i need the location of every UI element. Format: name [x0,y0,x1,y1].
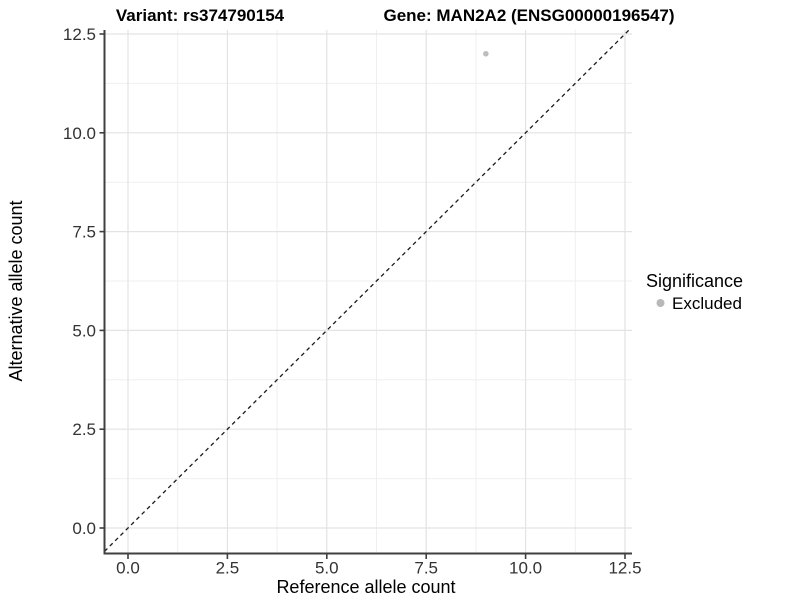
y-axis-label: Alternative allele count [6,200,26,381]
y-tick-label: 0.0 [72,519,96,538]
data-point [483,50,489,57]
y-tick-label: 12.5 [63,25,96,44]
x-axis-label: Reference allele count [276,577,455,597]
x-tick-label: 2.5 [216,559,240,578]
y-tick-label: 7.5 [72,223,96,242]
legend-title: Significance [646,271,743,291]
gridlines-major [104,30,632,553]
plot-title-variant: Variant: rs374790154 [116,6,285,25]
legend-item-label: Excluded [672,294,742,313]
x-tick-label: 12.5 [608,559,641,578]
y-tick-label: 5.0 [72,321,96,340]
data-points [483,50,489,57]
gridlines-minor [104,30,632,553]
x-tick-label: 0.0 [116,559,140,578]
x-tick-label: 10.0 [509,559,542,578]
identity-line [104,29,630,552]
y-tick-label: 10.0 [63,124,96,143]
x-tick-label: 7.5 [414,559,438,578]
legend-key-circle-icon [656,299,665,307]
plot-title-gene: Gene: MAN2A2 (ENSG00000196547) [383,6,674,25]
y-tick-label: 2.5 [72,420,96,439]
identity-line-group [104,29,630,552]
axis-tick-marks [99,33,626,559]
x-tick-label: 5.0 [315,559,339,578]
